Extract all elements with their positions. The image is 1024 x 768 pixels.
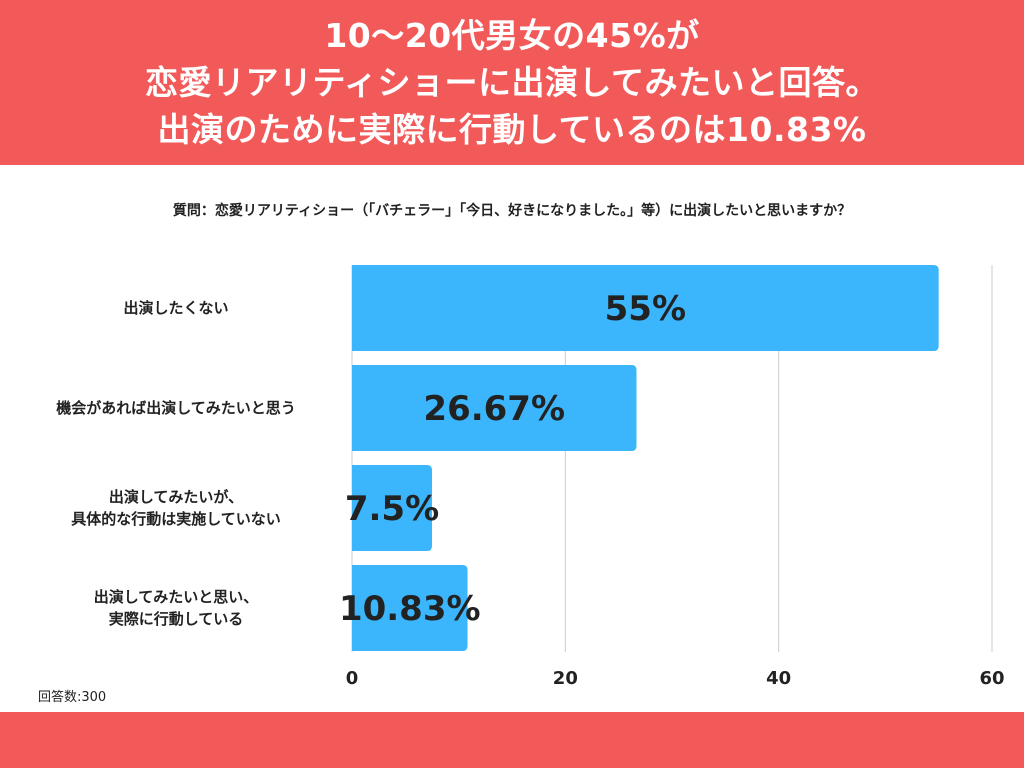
- bar: [352, 265, 939, 351]
- category-label: 出演したくない: [123, 299, 228, 317]
- title-line-2: 恋愛リアリティショーに出演してみたいと回答。: [144, 63, 880, 102]
- category-label: 実際に行動している: [109, 610, 244, 628]
- title-banner: 10〜20代男女の45%が 恋愛リアリティショーに出演してみたいと回答。 出演の…: [0, 0, 1024, 165]
- bar: [352, 565, 468, 651]
- bar-value-label: 26.67%: [423, 389, 565, 429]
- respondent-count: 回答数:300: [38, 690, 107, 705]
- category-label: 機会があれば出演してみたいと思う: [56, 399, 296, 417]
- x-tick-label: 0: [346, 668, 359, 689]
- bar: [352, 365, 637, 451]
- footer-band: [0, 712, 1024, 768]
- title-line-1: 10〜20代男女の45%が: [324, 16, 700, 55]
- bar: [352, 465, 432, 551]
- title-line-3: 出演のために実際に行動しているのは10.83%: [157, 110, 867, 149]
- x-tick-label: 40: [766, 668, 791, 689]
- x-tick-label: 60: [979, 668, 1004, 689]
- x-tick-label: 20: [553, 668, 578, 689]
- category-label: 出演してみたいが、: [109, 488, 243, 506]
- bar-value-label: 7.5%: [345, 489, 439, 529]
- category-label: 出演してみたいと思い、: [94, 588, 259, 606]
- bar-value-label: 55%: [605, 289, 686, 329]
- survey-question: 質問：恋愛リアリティショー（「バチェラー」「今日、好きになりました。」等）に出演…: [172, 203, 852, 219]
- bar-value-label: 10.83%: [339, 589, 481, 629]
- category-label: 具体的な行動は実施していない: [71, 510, 281, 528]
